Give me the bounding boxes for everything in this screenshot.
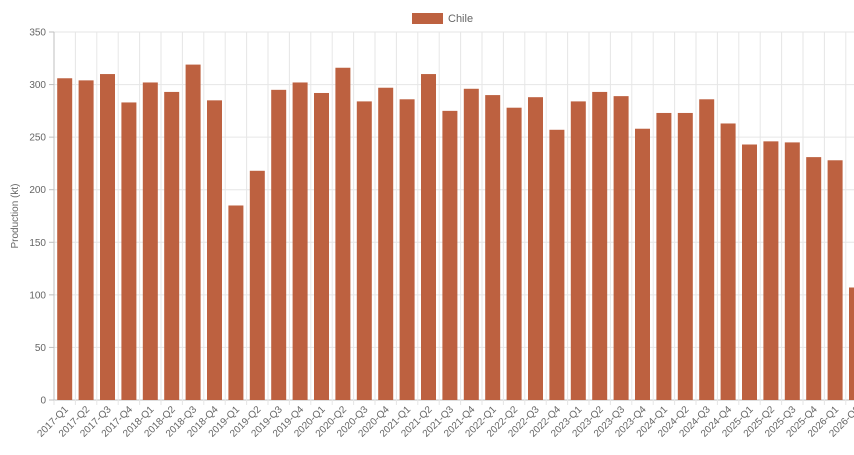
bar[interactable] bbox=[699, 99, 715, 400]
axes bbox=[49, 31, 55, 401]
bar[interactable] bbox=[570, 101, 586, 400]
bar[interactable] bbox=[485, 95, 501, 400]
bar[interactable] bbox=[463, 88, 479, 400]
bar[interactable] bbox=[592, 91, 608, 400]
bar[interactable] bbox=[378, 87, 394, 401]
bars bbox=[57, 64, 854, 401]
x-tick-labels: 2017-Q12017-Q22017-Q32017-Q42018-Q12018-… bbox=[36, 404, 854, 440]
y-tick-label: 350 bbox=[29, 28, 46, 39]
bar[interactable] bbox=[656, 112, 672, 401]
bar[interactable] bbox=[314, 92, 329, 401]
bar[interactable] bbox=[164, 91, 180, 400]
bar[interactable] bbox=[356, 101, 372, 400]
bar[interactable] bbox=[121, 102, 137, 401]
bar[interactable] bbox=[506, 107, 522, 401]
bar[interactable] bbox=[100, 74, 115, 401]
bar[interactable] bbox=[228, 205, 244, 400]
y-axis-label: Production (kt) bbox=[10, 183, 21, 248]
y-tick-label: 0 bbox=[40, 396, 46, 407]
bar[interactable] bbox=[635, 128, 650, 400]
bar[interactable] bbox=[78, 80, 94, 400]
bar[interactable] bbox=[806, 157, 822, 400]
bar[interactable] bbox=[549, 129, 565, 401]
bar[interactable] bbox=[677, 112, 693, 401]
bar[interactable] bbox=[613, 96, 629, 400]
y-tick-label: 200 bbox=[29, 185, 46, 196]
bar[interactable] bbox=[827, 160, 843, 400]
bar[interactable] bbox=[57, 78, 73, 401]
bar[interactable] bbox=[442, 110, 458, 400]
bar[interactable] bbox=[720, 123, 736, 400]
legend-swatch bbox=[412, 13, 443, 24]
bar[interactable] bbox=[528, 97, 543, 400]
legend[interactable]: Chile bbox=[412, 13, 473, 25]
bar[interactable] bbox=[249, 170, 265, 400]
bar[interactable] bbox=[421, 74, 436, 401]
y-tick-labels: 0 50 100 150 200 250 300 350 bbox=[29, 28, 46, 407]
y-tick-label: 50 bbox=[35, 343, 47, 354]
bar[interactable] bbox=[207, 100, 222, 400]
bar[interactable] bbox=[142, 82, 158, 401]
y-tick-label: 100 bbox=[29, 290, 46, 301]
bar[interactable] bbox=[271, 89, 287, 400]
bar[interactable] bbox=[849, 287, 854, 400]
y-tick-label: 250 bbox=[29, 133, 46, 144]
bar[interactable] bbox=[742, 144, 757, 400]
bar[interactable] bbox=[763, 141, 779, 400]
bar[interactable] bbox=[292, 82, 308, 401]
y-tick-label: 300 bbox=[29, 80, 46, 91]
bar[interactable] bbox=[784, 142, 800, 400]
legend-label: Chile bbox=[448, 13, 473, 25]
bar[interactable] bbox=[399, 99, 415, 400]
bar[interactable] bbox=[335, 67, 351, 401]
bar[interactable] bbox=[185, 64, 201, 400]
y-tick-label: 150 bbox=[29, 238, 46, 249]
